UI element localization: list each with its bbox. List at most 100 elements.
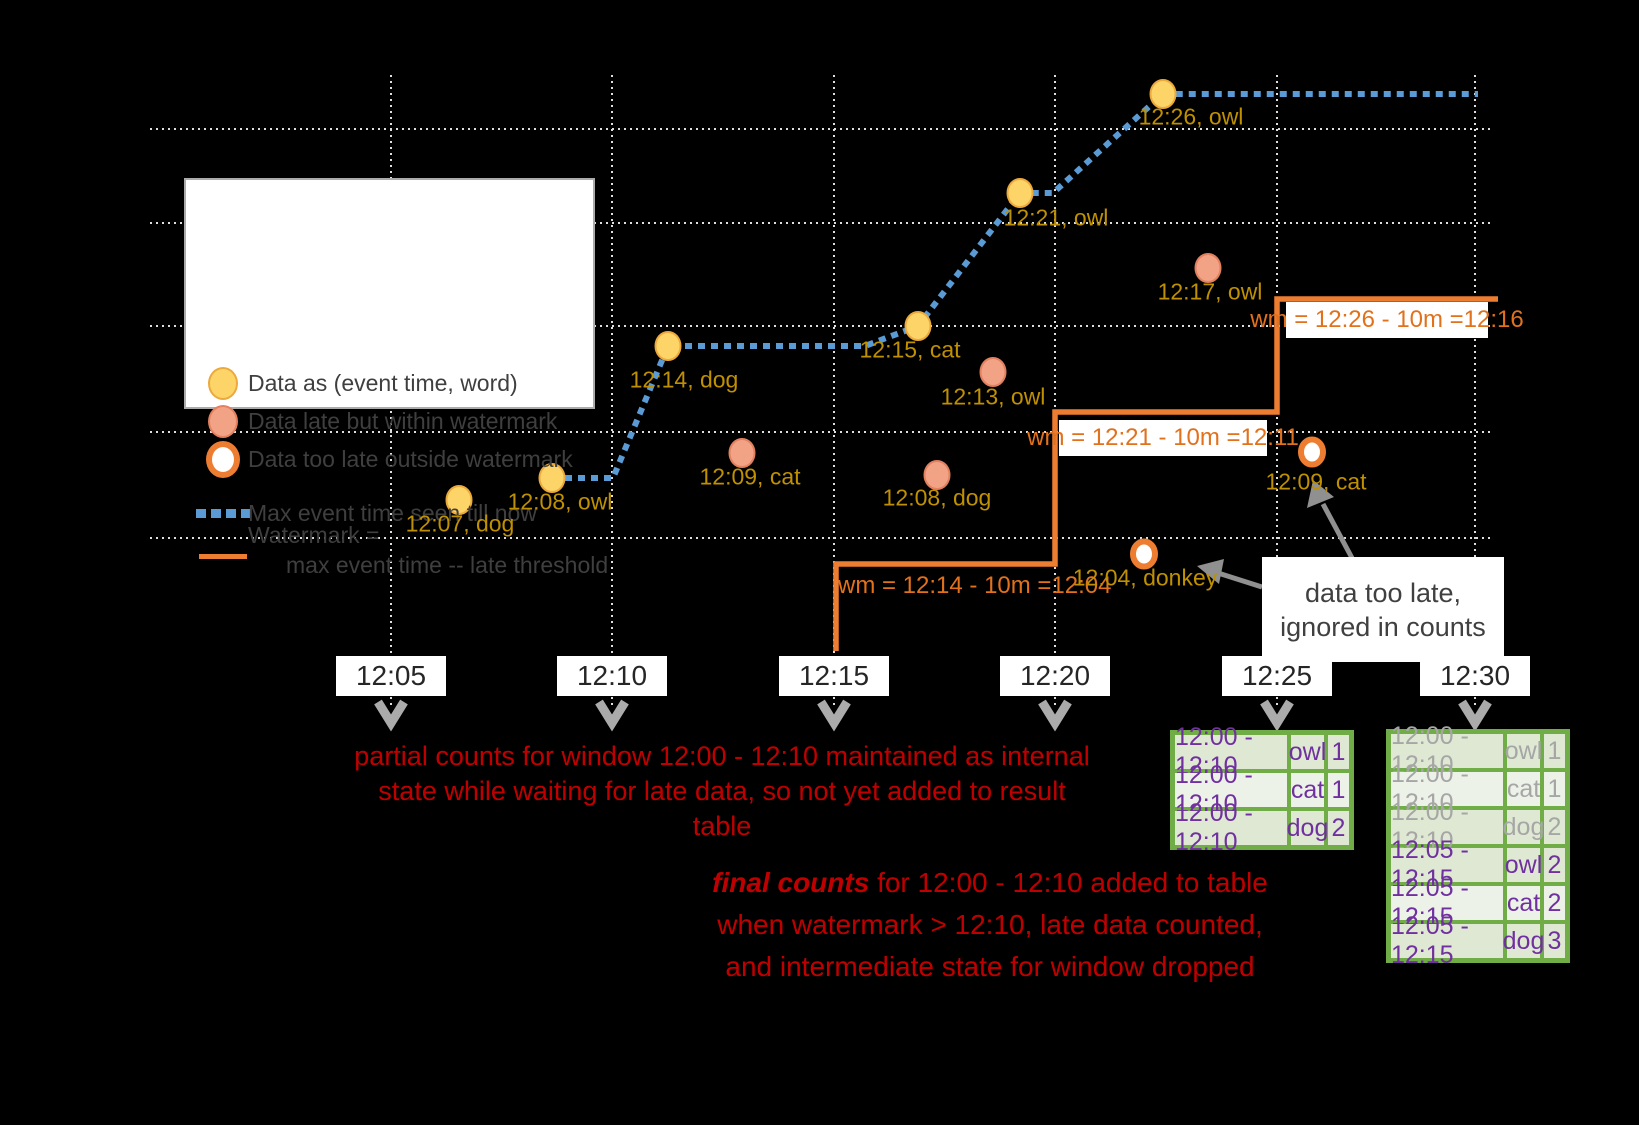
table-cell-cnt: 3 bbox=[1544, 924, 1565, 958]
final-counts-note: final counts for 12:00 - 12:10 added to … bbox=[640, 862, 1340, 988]
data-point-label: 12:14, dog bbox=[629, 366, 739, 393]
x-axis-tick-12-20: 12:20 bbox=[1000, 656, 1110, 696]
data-point-label: 12:09, cat bbox=[699, 463, 801, 490]
table-row: 12:00 - 12:10 owl 1 bbox=[1175, 723, 1349, 780]
legend-item-label: Data too late outside watermark bbox=[248, 445, 573, 472]
watermark-value-label-1: wm = 12:14 - 10m =12:04 bbox=[838, 572, 1112, 599]
data-point bbox=[654, 331, 682, 361]
legend-item-label: max event time -- late threshold bbox=[286, 551, 609, 578]
data-point bbox=[904, 311, 932, 341]
legend-item-ontime: Data as (event time, word) bbox=[186, 365, 593, 401]
tick-arrowhead-icon bbox=[1260, 699, 1294, 732]
partial-counts-note-line1: partial counts for window 12:00 - 12:10 … bbox=[354, 741, 1090, 771]
legend-item-watermark-icon-row bbox=[186, 538, 593, 574]
callout-arrowhead-icon bbox=[1197, 559, 1224, 584]
table-row: 12:05 - 12:15 dog 3 bbox=[1391, 912, 1565, 969]
data-point-label: 12:09, cat bbox=[1265, 468, 1367, 495]
too-late-callout-line2: ignored in counts bbox=[1280, 611, 1486, 642]
tick-arrowhead-icon bbox=[1458, 699, 1492, 732]
orange-line-icon bbox=[198, 553, 248, 559]
table-cell-cnt: 2 bbox=[1328, 811, 1349, 845]
data-point-label: 12:13, owl bbox=[940, 383, 1046, 410]
table-cell-word: dog bbox=[1287, 811, 1328, 845]
legend-item-label: Max event time seen till now bbox=[248, 499, 537, 526]
table-cell-cnt: 2 bbox=[1544, 810, 1565, 844]
table-cell-cnt: 1 bbox=[1328, 735, 1349, 769]
legend-item-label: Watermark = bbox=[248, 521, 380, 548]
final-counts-note-line3: and intermediate state for window droppe… bbox=[725, 951, 1255, 982]
legend-item-label: Data as (event time, word) bbox=[248, 369, 518, 396]
tick-arrowhead-icon bbox=[817, 699, 851, 732]
legend-item-late-within: Data late but within watermark bbox=[186, 403, 593, 439]
x-axis-tick-12-15: 12:15 bbox=[779, 656, 889, 696]
tick-arrowhead-icon bbox=[595, 699, 629, 732]
data-point-label: 12:08, owl bbox=[507, 488, 613, 515]
data-point-late bbox=[979, 357, 1007, 387]
table-cell-win: 12:05 - 12:15 bbox=[1391, 874, 1503, 931]
table-row: 12:05 - 12:15 cat 2 bbox=[1391, 874, 1565, 931]
table-cell-win: 12:00 - 12:10 bbox=[1175, 799, 1287, 856]
salmon-dot-icon bbox=[198, 404, 248, 438]
partial-counts-note: partial counts for window 12:00 - 12:10 … bbox=[346, 739, 1098, 844]
table-row: 12:05 - 12:15 owl 2 bbox=[1391, 836, 1565, 893]
too-late-callout-line1: data too late, bbox=[1304, 577, 1462, 608]
legend-item-too-late: Data too late outside watermark bbox=[186, 440, 593, 478]
legend-item-max-event-time: Max event time seen till now bbox=[186, 495, 593, 531]
table-row: 12:00 - 12:10 owl 1 bbox=[1391, 722, 1565, 779]
tick-arrowhead-icon bbox=[374, 699, 408, 732]
callout-arrowhead-icon bbox=[1307, 480, 1334, 508]
data-point-late bbox=[728, 438, 756, 468]
data-point-too-late bbox=[1298, 436, 1326, 468]
data-point-label: 12:08, dog bbox=[882, 484, 992, 511]
watermark-line bbox=[833, 296, 1498, 651]
callout-arrow bbox=[1320, 502, 1355, 560]
too-late-callout: data too late, ignored in counts bbox=[1262, 557, 1504, 662]
data-point-label: 12:17, owl bbox=[1157, 278, 1263, 305]
data-point-late bbox=[1194, 253, 1222, 283]
x-axis-tick-12-05: 12:05 bbox=[336, 656, 446, 696]
x-axis-tick-12-25: 12:25 bbox=[1222, 656, 1332, 696]
data-point-label: 12:26, owl bbox=[1138, 103, 1244, 130]
table-cell-win: 12:05 - 12:15 bbox=[1391, 912, 1503, 969]
watermark-value-label-3: wm = 12:26 - 10m =12:16 bbox=[1250, 302, 1524, 338]
data-point-label: 12:15, cat bbox=[859, 336, 961, 363]
table-cell-word: owl bbox=[1505, 734, 1542, 768]
table-cell-word: owl bbox=[1505, 848, 1542, 882]
table-cell-word: dog bbox=[1503, 924, 1544, 958]
table-cell-cnt: 2 bbox=[1544, 848, 1565, 882]
final-counts-note-line2: when watermark > 12:10, late data counte… bbox=[717, 909, 1263, 940]
table-cell-word: cat bbox=[1507, 886, 1540, 920]
table-row: 12:00 - 12:10 dog 2 bbox=[1391, 798, 1565, 855]
final-counts-emphasis: final counts bbox=[712, 867, 870, 898]
legend-item-watermark: Watermark = bbox=[186, 517, 593, 553]
data-point bbox=[1006, 178, 1034, 208]
table-cell-word: owl bbox=[1289, 735, 1326, 769]
final-counts-note-line1: final counts for 12:00 - 12:10 added to … bbox=[640, 862, 1340, 904]
legend-item-label: Data late but within watermark bbox=[248, 407, 558, 434]
table-cell-cnt: 1 bbox=[1328, 773, 1349, 807]
result-table-12-25: 12:00 - 12:10 owl 1 12:00 - 12:10 cat 1 12:00 … bbox=[1170, 723, 1354, 856]
table-row: 12:00 - 12:10 dog 2 bbox=[1175, 799, 1349, 856]
data-point-label: 12:07, dog bbox=[405, 510, 515, 537]
table-cell-word: dog bbox=[1503, 810, 1544, 844]
x-axis-tick-12-30: 12:30 bbox=[1420, 656, 1530, 696]
blue-dashed-line-icon bbox=[195, 508, 251, 518]
tick-arrowhead-icon bbox=[1038, 699, 1072, 732]
data-point bbox=[445, 485, 473, 515]
partial-counts-note-line2: state while waiting for late data, so no… bbox=[378, 776, 1066, 841]
open-circle-icon bbox=[198, 440, 248, 478]
table-cell-cnt: 2 bbox=[1544, 886, 1565, 920]
data-point bbox=[1149, 79, 1177, 109]
data-point-label: 12:04, donkey bbox=[1072, 564, 1218, 591]
table-cell-win: 12:00 - 12:10 bbox=[1175, 723, 1287, 780]
legend-item-watermark-line2: max event time -- late threshold bbox=[186, 547, 608, 583]
yellow-dot-icon bbox=[198, 366, 248, 400]
callout-arrow bbox=[1217, 570, 1263, 590]
watermark-value-label-2: wm = 12:21 - 10m =12:11 bbox=[1027, 420, 1299, 456]
result-table-12-30: 12:00 - 12:10 owl 1 12:00 - 12:10 cat 1 12:00 … bbox=[1386, 722, 1570, 969]
table-cell-cnt: 1 bbox=[1544, 772, 1565, 806]
table-cell-word: cat bbox=[1507, 772, 1540, 806]
table-cell-word: cat bbox=[1291, 773, 1324, 807]
